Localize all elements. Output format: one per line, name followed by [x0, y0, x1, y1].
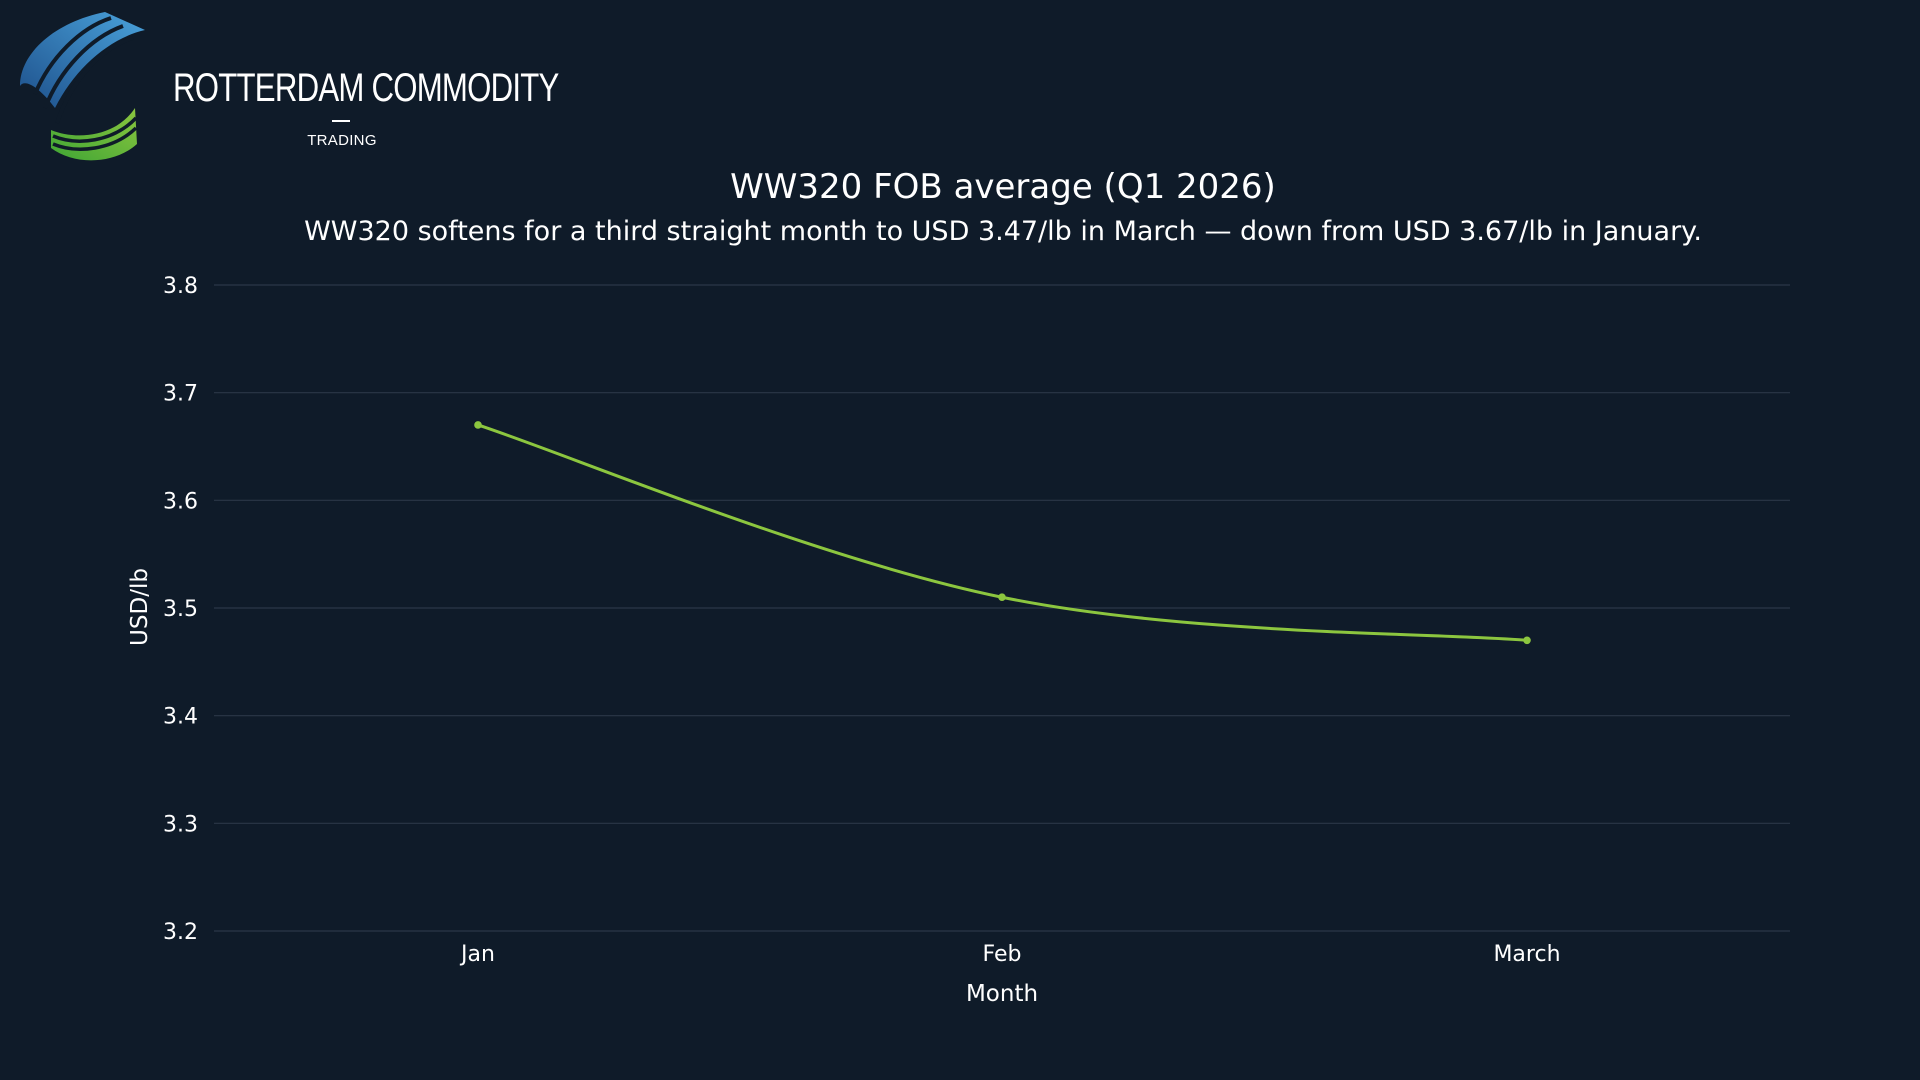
y-tick-label: 3.2: [163, 920, 198, 945]
logo-divider: [332, 120, 350, 122]
data-point-feb[interactable]: [998, 593, 1006, 602]
company-logo: ROTTERDAM COMMODITY TRADING: [15, 8, 559, 168]
y-tick-label: 3.4: [163, 705, 198, 730]
data-point-march[interactable]: [1523, 636, 1531, 645]
y-tick-label: 3.5: [163, 597, 198, 622]
series: [474, 421, 1531, 645]
y-axis-label: USD/lb: [127, 568, 153, 646]
y-tick-label: 3.8: [163, 274, 198, 299]
x-axis-ticks: Jan Feb March: [459, 942, 1561, 967]
x-tick-label: Jan: [459, 942, 495, 967]
gridlines: [214, 284, 1790, 932]
chart-subtitle: WW320 softens for a third straight month…: [304, 216, 1702, 247]
y-tick-label: 3.6: [163, 489, 198, 514]
x-axis-label: Month: [966, 981, 1038, 1007]
chart-title: WW320 FOB average (Q1 2026): [730, 167, 1276, 207]
y-tick-label: 3.3: [163, 812, 198, 837]
logo-subtitle: TRADING: [307, 132, 377, 149]
logo-mark-icon: [20, 12, 145, 161]
logo-name: ROTTERDAM COMMODITY: [173, 66, 559, 110]
x-tick-label: March: [1493, 942, 1560, 967]
x-tick-label: Feb: [983, 942, 1022, 967]
y-tick-label: 3.7: [163, 382, 198, 407]
y-axis-ticks: 3.8 3.7 3.6 3.5 3.4 3.3 3.2: [163, 274, 198, 945]
data-point-jan[interactable]: [474, 421, 482, 429]
